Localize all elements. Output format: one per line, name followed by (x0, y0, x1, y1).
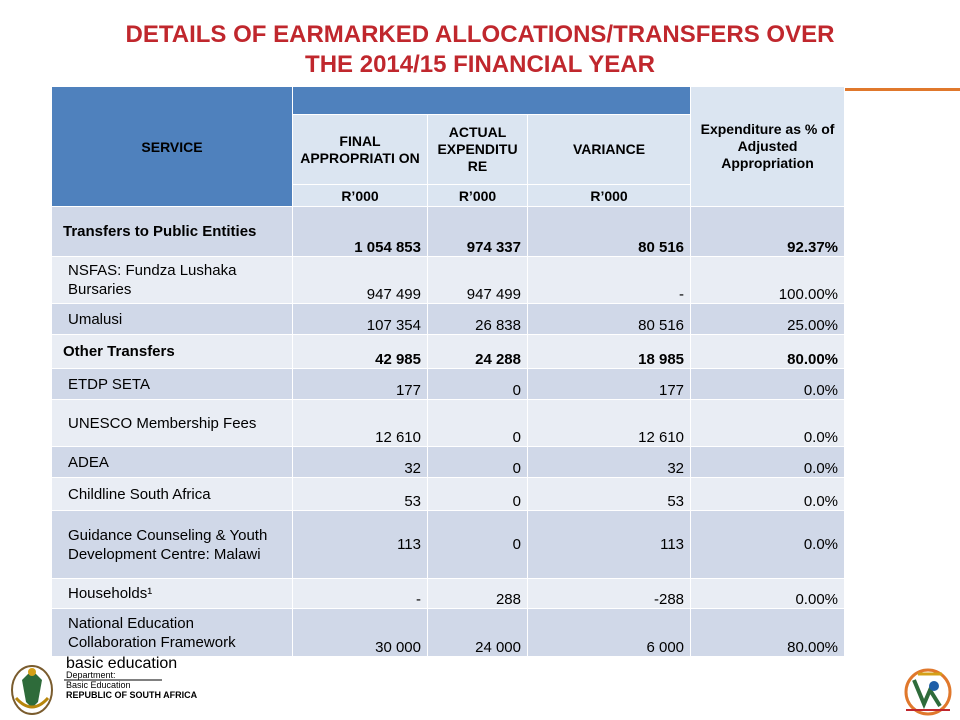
cell-final: - (292, 578, 428, 609)
cell-variance: 113 (526, 510, 692, 579)
cell-final: 113 (292, 510, 428, 579)
cell-final: 1 054 853 (292, 206, 428, 257)
cell-service: UNESCO Membership Fees (51, 399, 293, 447)
table-row: Childline South Africa 53 0 53 0.0% (51, 477, 846, 511)
cell-percent: 0.0% (690, 368, 846, 400)
footer-dept-line-2: Basic Education (66, 680, 131, 690)
cell-service: Other Transfers (51, 334, 293, 369)
cell-service: Guidance Counseling & Youth Development … (51, 510, 293, 579)
cell-variance: 32 (526, 446, 692, 478)
header-service: SERVICE (51, 86, 293, 207)
cell-percent: 100.00% (690, 256, 846, 304)
cell-actual: 0 (427, 477, 528, 511)
cell-variance: 18 985 (526, 334, 692, 369)
header-blank-band (291, 86, 692, 115)
cell-actual: 0 (427, 510, 528, 579)
table-row: Other Transfers 42 985 24 288 18 985 80.… (51, 334, 846, 369)
cell-variance: 80 516 (526, 303, 692, 335)
cell-actual: 0 (427, 368, 528, 400)
cell-percent: 0.0% (690, 510, 846, 579)
header-actual-expenditure: ACTUAL EXPENDITU RE (427, 114, 528, 185)
cell-service: ETDP SETA (51, 368, 293, 400)
page-title: DETAILS OF EARMARKED ALLOCATIONS/TRANSFE… (0, 20, 960, 80)
header-expenditure: Expenditure as % of Adjusted Appropriati… (690, 86, 846, 207)
unit-final: R’000 (292, 184, 428, 207)
cell-final: 947 499 (292, 256, 428, 304)
table-row: ETDP SETA 177 0 177 0.0% (51, 368, 846, 400)
cell-final: 12 610 (292, 399, 428, 447)
cell-actual: 26 838 (427, 303, 528, 335)
header-variance: VARIANCE (526, 114, 692, 185)
cell-variance: - (526, 256, 692, 304)
twenty-years-freedom-logo (904, 668, 952, 716)
cell-variance: 80 516 (526, 206, 692, 257)
cell-final: 42 985 (292, 334, 428, 369)
cell-service: Households¹ (51, 578, 293, 609)
table-row: UNESCO Membership Fees 12 610 0 12 610 0… (51, 399, 846, 447)
cell-percent: 0.0% (690, 477, 846, 511)
cell-actual: 24 000 (427, 608, 528, 657)
table-row: National Education Collaboration Framewo… (51, 608, 846, 657)
unit-variance: R’000 (526, 184, 692, 207)
table-row: ADEA 32 0 32 0.0% (51, 446, 846, 478)
coat-of-arms-icon (11, 665, 53, 715)
cell-service: NSFAS: Fundza Lushaka Bursaries (51, 256, 293, 304)
table-row: Umalusi 107 354 26 838 80 516 25.00% (51, 303, 846, 335)
cell-service: ADEA (51, 446, 293, 478)
cell-percent: 25.00% (690, 303, 846, 335)
title-line-1: DETAILS OF EARMARKED ALLOCATIONS/TRANSFE… (125, 21, 835, 48)
unit-actual: R’000 (427, 184, 528, 207)
cell-variance: -288 (526, 578, 692, 609)
footer-dept-line-1: Department: (66, 670, 116, 680)
cell-percent: 0.0% (690, 446, 846, 478)
cell-actual: 288 (427, 578, 528, 609)
cell-final: 32 (292, 446, 428, 478)
title-line-2: THE 2014/15 FINANCIAL YEAR (305, 51, 655, 78)
cell-percent: 92.37% (690, 206, 846, 257)
table-row: Transfers to Public Entities 1 054 853 9… (51, 206, 846, 257)
cell-actual: 947 499 (427, 256, 528, 304)
footer-department: Department: Basic Education REPUBLIC OF … (66, 670, 197, 700)
cell-percent: 0.00% (690, 578, 846, 609)
cell-service: Childline South Africa (51, 477, 293, 511)
footer-brand: basic education (66, 655, 178, 672)
cell-final: 53 (292, 477, 428, 511)
cell-percent: 0.0% (690, 399, 846, 447)
table-row: Guidance Counseling & Youth Development … (51, 510, 846, 579)
cell-final: 30 000 (292, 608, 428, 657)
cell-service: Umalusi (51, 303, 293, 335)
cell-percent: 80.00% (690, 334, 846, 369)
cell-service: National Education Collaboration Framewo… (51, 608, 293, 657)
cell-variance: 6 000 (526, 608, 692, 657)
cell-final: 177 (292, 368, 428, 400)
coat-of-arms-logo (11, 665, 162, 715)
footer-dept-line-3: REPUBLIC OF SOUTH AFRICA (66, 690, 198, 700)
cell-variance: 53 (526, 477, 692, 511)
cell-actual: 0 (427, 399, 528, 447)
allocations-table: SERVICE Expenditure as % of Adjusted App… (51, 86, 846, 657)
cell-percent: 80.00% (690, 608, 846, 657)
cell-service: Transfers to Public Entities (51, 206, 293, 257)
cell-actual: 0 (427, 446, 528, 478)
cell-variance: 12 610 (526, 399, 692, 447)
cell-final: 107 354 (292, 303, 428, 335)
table-row: Households¹ - 288 -288 0.00% (51, 578, 846, 609)
table-row: NSFAS: Fundza Lushaka Bursaries 947 499 … (51, 256, 846, 304)
accent-divider (842, 88, 960, 91)
cell-actual: 24 288 (427, 334, 528, 369)
header-final-appropriation: FINAL APPROPRIATI ON (292, 114, 428, 185)
cell-variance: 177 (526, 368, 692, 400)
cell-actual: 974 337 (427, 206, 528, 257)
